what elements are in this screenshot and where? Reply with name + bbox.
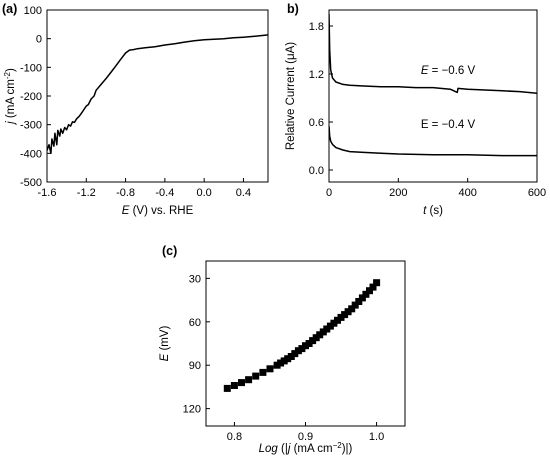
y-tick-label: 1.8 bbox=[309, 21, 324, 33]
x-tick-label: -0.4 bbox=[155, 187, 174, 199]
data-point bbox=[252, 372, 260, 380]
x-tick-label: 0 bbox=[326, 187, 332, 199]
data-point bbox=[230, 382, 238, 389]
series-line bbox=[47, 34, 268, 155]
x-tick-label: 200 bbox=[389, 187, 407, 199]
x-tick-label: 0.4 bbox=[236, 187, 251, 199]
x-tick-label: 0.9 bbox=[298, 431, 313, 443]
chart-panel-3: 0.8 0.9 1.0 30 60 90 120 Log (|j (mA cm−2)|) E (… bbox=[159, 244, 406, 456]
data-point bbox=[259, 368, 267, 376]
chart-panel-1: -1.6 -1.2 -0.8 -0.4 0.0 0.4 100 0 -100 -200 -300 -4… bbox=[2, 2, 269, 217]
y-tick-label: 100 bbox=[24, 5, 42, 17]
y-tick-label: -200 bbox=[20, 91, 42, 103]
x-tick-label: 600 bbox=[528, 187, 546, 199]
y-axis-label: Relative Current (μA) bbox=[285, 42, 297, 150]
data-point bbox=[302, 342, 309, 350]
y-tick-label: -100 bbox=[20, 62, 42, 74]
panel-label: (c) bbox=[162, 244, 177, 258]
data-point bbox=[284, 355, 292, 363]
data-point bbox=[277, 359, 285, 367]
data-point bbox=[223, 384, 231, 392]
x-tick-label: -1.6 bbox=[38, 187, 57, 199]
data-point bbox=[337, 313, 345, 321]
x-tick-label: -0.8 bbox=[116, 187, 135, 199]
data-point bbox=[362, 290, 370, 298]
data-point bbox=[266, 365, 274, 373]
data-point bbox=[344, 308, 352, 316]
y-axis-label: E (mV) bbox=[159, 325, 171, 361]
data-point bbox=[291, 350, 299, 358]
y-tick-label: 1.2 bbox=[309, 69, 324, 81]
data-point bbox=[323, 325, 331, 333]
data-point bbox=[330, 319, 338, 327]
y-tick-label: 30 bbox=[189, 273, 201, 285]
y-tick-label: 0 bbox=[36, 34, 42, 46]
chart-panel-2: 0 200 400 600 0.0 0.6 1.2 1.8 t (s) Relative Curr… bbox=[285, 2, 546, 217]
plot-frame bbox=[328, 9, 538, 183]
data-point bbox=[245, 376, 253, 384]
data-point bbox=[348, 305, 356, 313]
y-tick-label: 120 bbox=[183, 404, 201, 416]
x-axis-label: E (V) vs. RHE bbox=[122, 205, 194, 217]
data-point bbox=[366, 287, 373, 295]
x-axis-label: t (s) bbox=[423, 205, 443, 217]
panel-label: (a) bbox=[2, 2, 17, 16]
data-point bbox=[373, 279, 381, 287]
data-point bbox=[309, 337, 317, 345]
x-tick-label: 1.0 bbox=[369, 431, 384, 443]
data-point bbox=[351, 301, 359, 309]
data-point bbox=[355, 298, 363, 305]
x-tick-label: 400 bbox=[458, 187, 476, 199]
x-tick-label: -1.2 bbox=[77, 187, 96, 199]
y-tick-label: 60 bbox=[189, 317, 201, 329]
series-line bbox=[329, 125, 537, 157]
series-annotation: E = −0.6 V bbox=[421, 65, 476, 77]
data-point bbox=[369, 283, 377, 291]
data-point bbox=[298, 345, 306, 353]
y-axis-label: j (mA cm-2) bbox=[3, 68, 18, 126]
y-tick-label: -400 bbox=[20, 148, 42, 160]
y-tick-label: -500 bbox=[20, 177, 42, 189]
data-point bbox=[358, 294, 366, 302]
data-point bbox=[238, 379, 245, 387]
y-tick-label: 90 bbox=[189, 360, 201, 372]
panel-label: b) bbox=[287, 2, 299, 16]
y-tick-label: -300 bbox=[20, 120, 42, 132]
y-tick-label: 0.0 bbox=[309, 165, 324, 177]
plot-frame bbox=[46, 9, 269, 183]
series-annotation: E = −0.4 V bbox=[421, 119, 476, 131]
x-tick-label: 0.0 bbox=[197, 187, 212, 199]
x-axis-label: Log (|j (mA cm−2)|) bbox=[259, 441, 353, 456]
y-tick-label: 0.6 bbox=[309, 117, 324, 129]
series-line bbox=[329, 13, 537, 94]
data-point bbox=[316, 331, 324, 339]
x-tick-label: 0.8 bbox=[227, 431, 242, 443]
